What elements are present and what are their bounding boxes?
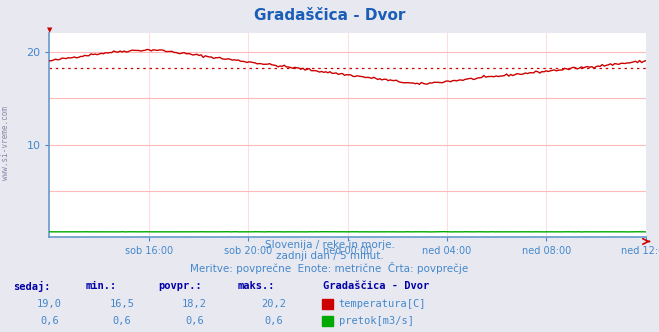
Text: Gradaščica - Dvor: Gradaščica - Dvor xyxy=(254,8,405,23)
Text: 18,2: 18,2 xyxy=(182,299,207,309)
Text: sedaj:: sedaj: xyxy=(13,281,51,291)
Text: zadnji dan / 5 minut.: zadnji dan / 5 minut. xyxy=(275,251,384,261)
Text: temperatura[C]: temperatura[C] xyxy=(339,299,426,309)
Text: 0,6: 0,6 xyxy=(40,316,59,326)
Text: 0,6: 0,6 xyxy=(113,316,131,326)
Text: Meritve: povprečne  Enote: metrične  Črta: povprečje: Meritve: povprečne Enote: metrične Črta:… xyxy=(190,262,469,274)
Text: maks.:: maks.: xyxy=(237,281,275,290)
Text: 0,6: 0,6 xyxy=(264,316,283,326)
Text: 19,0: 19,0 xyxy=(37,299,62,309)
Text: min.:: min.: xyxy=(86,281,117,290)
Text: Gradaščica - Dvor: Gradaščica - Dvor xyxy=(323,281,429,290)
Text: povpr.:: povpr.: xyxy=(158,281,202,290)
Text: ▼: ▼ xyxy=(47,27,52,33)
Text: 0,6: 0,6 xyxy=(185,316,204,326)
Text: www.si-vreme.com: www.si-vreme.com xyxy=(1,106,10,180)
Text: pretok[m3/s]: pretok[m3/s] xyxy=(339,316,414,326)
Text: 20,2: 20,2 xyxy=(261,299,286,309)
Text: 16,5: 16,5 xyxy=(109,299,134,309)
Text: Slovenija / reke in morje.: Slovenija / reke in morje. xyxy=(264,240,395,250)
